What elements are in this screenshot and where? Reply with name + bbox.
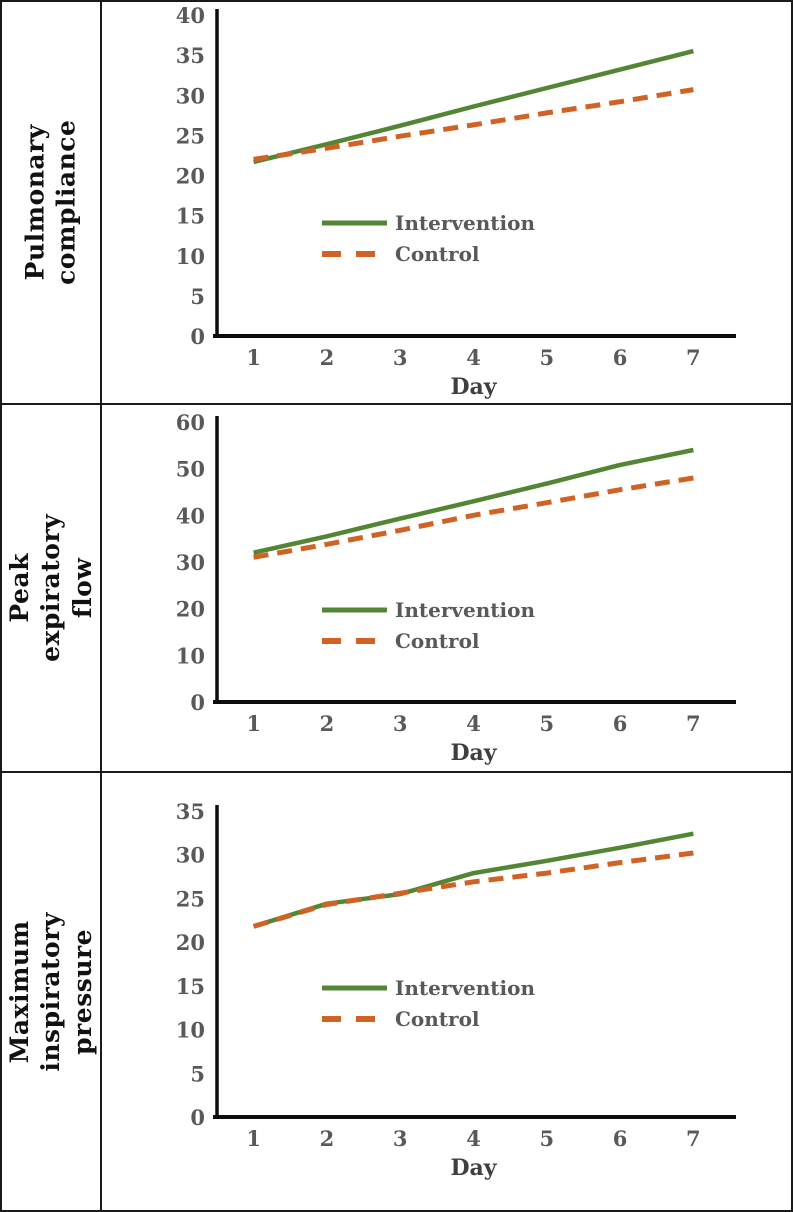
y-tick-label: 25 — [176, 886, 205, 911]
y-tick-label: 30 — [176, 843, 205, 868]
maximum-inspiratory-pressure-chart: 0 5 10 15 20 25 30 35 1 2 3 4 5 6 7 Day Intervention Cont… — [176, 799, 736, 1181]
x-tick-label: 1 — [246, 1126, 261, 1151]
series-line-control — [253, 475, 694, 560]
y-tick-label: 20 — [176, 164, 205, 189]
y-tick-label: 0 — [190, 1105, 205, 1130]
y-tick-label: 0 — [190, 690, 205, 715]
y-tick-label: 30 — [176, 550, 205, 575]
x-tick-label: 7 — [686, 711, 701, 736]
legend-label-control: Control — [395, 242, 480, 266]
y-tick-label: 10 — [176, 244, 205, 269]
peak-expiratory-flow-chart: 0 10 20 30 40 50 60 1 2 3 4 5 6 7 Day Intervention Contr… — [176, 410, 736, 766]
panel-maximum-inspiratory-pressure: Maximum inspiratory pressure 0 5 10 15 20 25 3… — [2, 773, 791, 1210]
panel-label: Maximum inspiratory pressure — [5, 911, 97, 1072]
y-tick-label: 5 — [190, 1061, 205, 1086]
x-tick-label: 3 — [393, 711, 408, 736]
x-tick-label: 5 — [539, 345, 554, 370]
y-tick-label: 30 — [176, 83, 205, 108]
x-tick-label: 3 — [393, 345, 408, 370]
panel-label: Peak expiratory flow — [5, 513, 97, 663]
x-tick-label: 5 — [539, 711, 554, 736]
y-tick-label: 0 — [190, 324, 205, 349]
x-axis-title: Day — [450, 740, 497, 766]
chart-cell: 0 5 10 15 20 25 30 35 40 1 2 3 4 5 6 7 Day Intervention Co… — [102, 2, 791, 403]
y-tick-label: 35 — [176, 799, 205, 824]
y-tick-label: 10 — [176, 1018, 205, 1043]
pulmonary-compliance-chart: 0 5 10 15 20 25 30 35 40 1 2 3 4 5 6 7 Day Intervention Co… — [176, 3, 736, 400]
x-axis-title: Day — [450, 374, 497, 400]
x-tick-label: 7 — [686, 1126, 701, 1151]
panel-label-cell: Maximum inspiratory pressure — [2, 773, 102, 1210]
series-line-control — [253, 87, 694, 162]
legend-label-intervention: Intervention — [395, 976, 535, 1000]
y-tick-label: 15 — [176, 204, 205, 229]
x-tick-label: 6 — [613, 1126, 628, 1151]
x-tick-label: 5 — [539, 1126, 554, 1151]
panel-label: Pulmonary compliance — [20, 119, 81, 286]
panel-peak-expiratory-flow: Peak expiratory flow 0 10 20 30 40 50 60 1 2 3 4 5 6… — [2, 405, 791, 773]
legend-label-control: Control — [395, 629, 480, 653]
x-tick-label: 2 — [320, 345, 335, 370]
x-tick-label: 6 — [613, 711, 628, 736]
y-tick-label: 40 — [176, 503, 205, 528]
series-line-control — [252, 850, 694, 929]
chart-cell: 0 5 10 15 20 25 30 35 1 2 3 4 5 6 7 Day Intervention Cont… — [102, 773, 791, 1210]
y-tick-label: 5 — [190, 284, 205, 309]
y-tick-label: 10 — [176, 643, 205, 668]
x-tick-label: 1 — [246, 345, 261, 370]
y-tick-label: 15 — [176, 974, 205, 999]
legend-label-control: Control — [395, 1007, 480, 1031]
y-tick-label: 40 — [176, 3, 205, 28]
y-tick-label: 25 — [176, 123, 205, 148]
legend-label-intervention: Intervention — [395, 211, 535, 235]
y-tick-label: 60 — [176, 410, 205, 435]
panel-label-cell: Peak expiratory flow — [2, 405, 102, 771]
x-tick-label: 4 — [466, 711, 481, 736]
x-tick-label: 6 — [613, 345, 628, 370]
x-tick-label: 4 — [466, 345, 481, 370]
x-tick-label: 7 — [686, 345, 701, 370]
legend-label-intervention: Intervention — [395, 598, 535, 622]
x-tick-label: 1 — [246, 711, 261, 736]
panel-label-cell: Pulmonary compliance — [2, 2, 102, 403]
y-tick-label: 35 — [176, 43, 205, 68]
series-line-intervention — [253, 48, 694, 165]
x-axis-title: Day — [450, 1155, 497, 1181]
x-tick-label: 3 — [393, 1126, 408, 1151]
y-tick-label: 20 — [176, 597, 205, 622]
x-tick-label: 4 — [466, 1126, 481, 1151]
panel-pulmonary-compliance: Pulmonary compliance 0 5 10 15 20 25 30 35 40 1 2 3… — [2, 2, 791, 405]
y-tick-label: 20 — [176, 930, 205, 955]
chart-cell: 0 10 20 30 40 50 60 1 2 3 4 5 6 7 Day Intervention Contr… — [102, 405, 791, 771]
x-tick-label: 2 — [320, 711, 335, 736]
y-tick-label: 50 — [176, 457, 205, 482]
series-line-intervention — [253, 447, 694, 555]
x-tick-label: 2 — [320, 1126, 335, 1151]
